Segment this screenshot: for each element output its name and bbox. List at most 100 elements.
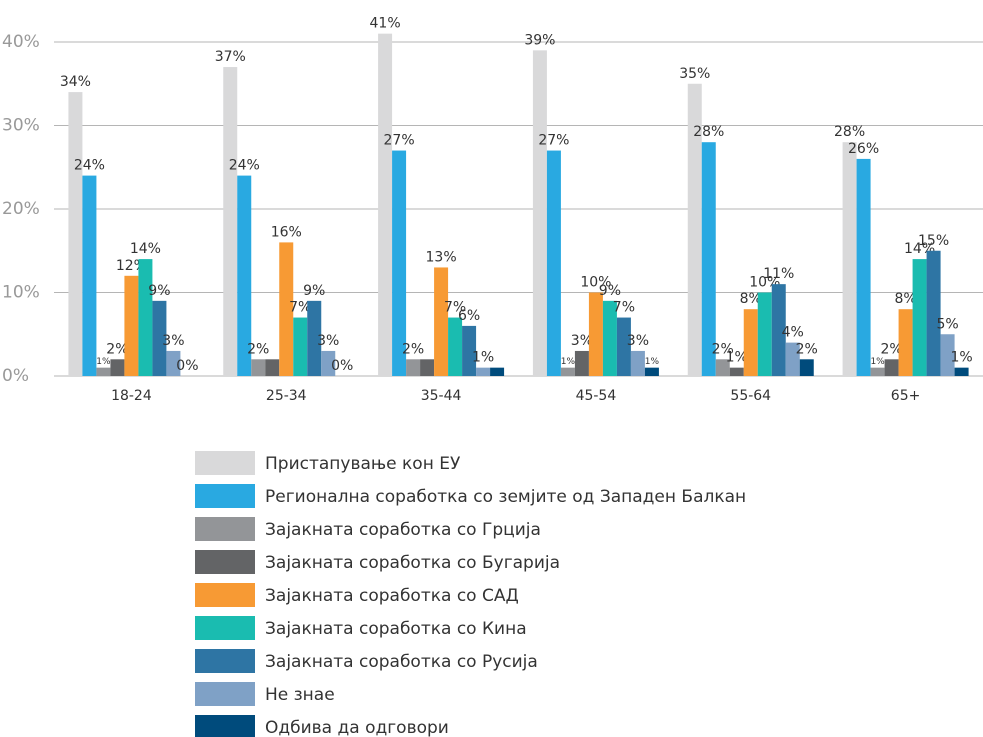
bar <box>392 150 407 376</box>
value-label: 0% <box>176 358 198 374</box>
bar <box>729 367 744 376</box>
legend-swatch <box>195 484 255 508</box>
bar <box>237 175 252 376</box>
bar <box>546 150 561 376</box>
value-label: 27% <box>538 133 569 149</box>
value-label: 24% <box>74 158 105 174</box>
value-label: 35% <box>679 66 710 82</box>
y-tick-label: 40% <box>2 32 40 52</box>
value-label: 15% <box>918 233 949 249</box>
value-label: 3% <box>627 333 649 349</box>
value-label: 1% <box>726 350 748 366</box>
value-label: 37% <box>215 49 246 65</box>
bar <box>954 367 969 376</box>
bar <box>378 33 393 377</box>
bar <box>406 359 421 376</box>
value-label: 8% <box>894 291 916 307</box>
legend-label: Не знае <box>265 685 335 705</box>
value-label: 2% <box>880 341 902 357</box>
bar <box>926 250 941 376</box>
value-label: 13% <box>426 249 457 265</box>
bar <box>490 367 505 376</box>
value-label: 27% <box>384 133 415 149</box>
value-label: 34% <box>60 74 91 90</box>
bar <box>715 359 730 376</box>
legend-swatch <box>195 583 255 607</box>
value-label: 5% <box>936 316 958 332</box>
bar <box>462 325 477 376</box>
bar <box>574 350 589 376</box>
bar <box>602 300 617 376</box>
bar <box>448 317 463 376</box>
y-tick-label: 0% <box>2 366 29 386</box>
bar <box>110 359 125 376</box>
bar <box>434 267 449 376</box>
legend-swatch <box>195 451 255 475</box>
legend-swatch <box>195 682 255 706</box>
bar <box>842 142 857 376</box>
value-label: 3% <box>571 333 593 349</box>
value-label: 7% <box>613 300 635 316</box>
bar <box>293 317 308 376</box>
value-label: 2% <box>106 341 128 357</box>
x-tick-label: 18-24 <box>111 388 152 404</box>
legend-label: Зајакната соработка со САД <box>265 586 519 606</box>
value-label: 10% <box>580 275 611 291</box>
legend-label: Зајакната соработка со Кина <box>265 619 527 639</box>
bar <box>68 92 83 376</box>
bar <box>82 175 97 376</box>
bar <box>630 350 645 376</box>
value-label: 41% <box>370 16 401 32</box>
bar <box>265 359 280 376</box>
value-label: 3% <box>317 333 339 349</box>
bar <box>701 142 716 376</box>
bar <box>757 292 772 376</box>
bar <box>476 367 491 376</box>
x-tick-label: 45-54 <box>576 388 617 404</box>
bar <box>940 334 955 376</box>
bar <box>166 350 181 376</box>
value-label: 6% <box>458 308 480 324</box>
x-tick-label: 55-64 <box>730 388 771 404</box>
value-label: 9% <box>148 283 170 299</box>
bar <box>279 242 294 376</box>
legend-label: Зајакната соработка со Бугарија <box>265 553 560 573</box>
bar <box>588 292 603 376</box>
value-label: 1% <box>870 357 885 367</box>
value-label: 3% <box>162 333 184 349</box>
value-label: 7% <box>444 300 466 316</box>
value-label: 28% <box>834 124 865 140</box>
bar <box>321 350 336 376</box>
legend-label: Зајакната соработка со Русија <box>265 652 538 672</box>
y-tick-label: 30% <box>2 116 40 136</box>
bar <box>743 309 758 376</box>
x-tick-label: 35-44 <box>421 388 462 404</box>
value-label: 2% <box>712 341 734 357</box>
legend-swatch <box>195 715 255 737</box>
bar <box>307 300 322 376</box>
value-label: 1% <box>950 350 972 366</box>
bar <box>884 359 899 376</box>
bar <box>420 359 435 376</box>
value-label: 2% <box>247 341 269 357</box>
legend-swatch <box>195 517 255 541</box>
y-tick-label: 20% <box>2 199 40 219</box>
x-tick-label: 25-34 <box>266 388 307 404</box>
bar <box>251 359 266 376</box>
value-label: 1% <box>96 357 111 367</box>
bar <box>912 259 927 376</box>
bar <box>152 300 167 376</box>
bar <box>223 67 238 377</box>
legend-label: Регионална соработка со земјите од Запад… <box>265 487 746 507</box>
x-tick-label: 65+ <box>891 388 921 404</box>
legend-label: Зајакната соработка со Грција <box>265 520 541 540</box>
value-label: 28% <box>693 124 724 140</box>
value-label: 7% <box>289 300 311 316</box>
value-label: 9% <box>303 283 325 299</box>
value-label: 0% <box>331 358 353 374</box>
value-label: 4% <box>782 325 804 341</box>
legend-swatch <box>195 616 255 640</box>
bar <box>687 83 702 376</box>
bar <box>124 275 139 376</box>
